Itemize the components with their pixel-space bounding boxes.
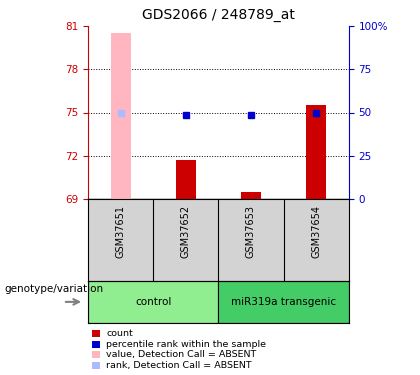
Title: GDS2066 / 248789_at: GDS2066 / 248789_at — [142, 9, 295, 22]
Text: count: count — [106, 329, 133, 338]
Bar — [218, 281, 349, 322]
Text: GSM37653: GSM37653 — [246, 206, 256, 258]
Text: miR319a transgenic: miR319a transgenic — [231, 297, 336, 307]
Bar — [92, 351, 100, 358]
Bar — [176, 160, 196, 199]
Bar — [92, 362, 100, 369]
Text: percentile rank within the sample: percentile rank within the sample — [106, 340, 266, 349]
Bar — [92, 341, 100, 348]
Bar — [88, 281, 218, 322]
Text: genotype/variation: genotype/variation — [4, 284, 103, 294]
Bar — [92, 330, 100, 337]
Text: GSM37654: GSM37654 — [311, 206, 321, 258]
Bar — [111, 33, 131, 199]
Bar — [306, 105, 326, 199]
Text: GSM37651: GSM37651 — [116, 206, 126, 258]
Text: control: control — [135, 297, 171, 307]
Text: rank, Detection Call = ABSENT: rank, Detection Call = ABSENT — [106, 361, 252, 370]
Bar — [241, 192, 261, 199]
Text: GSM37652: GSM37652 — [181, 206, 191, 258]
Text: value, Detection Call = ABSENT: value, Detection Call = ABSENT — [106, 350, 257, 359]
